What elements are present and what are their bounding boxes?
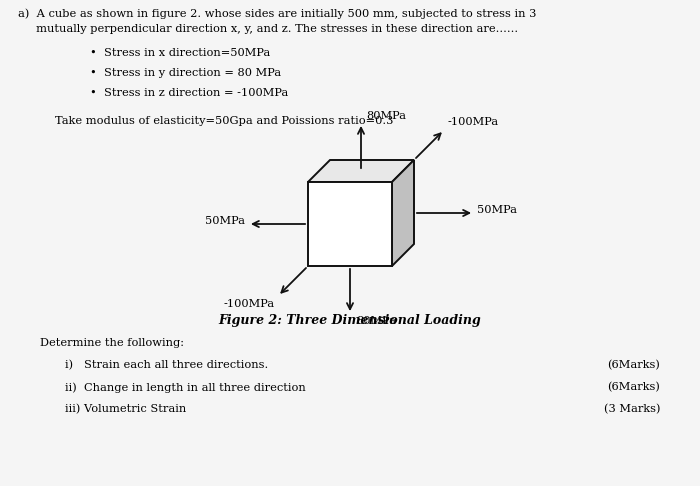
Text: Take modulus of elasticity=50Gpa and Poissions ratio=0.3: Take modulus of elasticity=50Gpa and Poi… xyxy=(55,116,393,126)
Text: (3 Marks): (3 Marks) xyxy=(603,404,660,414)
Text: Determine the following:: Determine the following: xyxy=(40,338,184,348)
Text: Figure 2: Three Dimensional Loading: Figure 2: Three Dimensional Loading xyxy=(218,314,482,327)
Text: 50MPa: 50MPa xyxy=(477,205,517,215)
Text: ii)  Change in length in all three direction: ii) Change in length in all three direct… xyxy=(65,382,306,393)
Text: 80MPa: 80MPa xyxy=(366,111,406,121)
Text: 80MPa: 80MPa xyxy=(356,316,396,326)
Text: •  Stress in z direction = -100MPa: • Stress in z direction = -100MPa xyxy=(90,88,288,98)
Text: (6Marks): (6Marks) xyxy=(607,382,660,392)
Polygon shape xyxy=(308,160,414,182)
Polygon shape xyxy=(308,182,392,266)
Text: 50MPa: 50MPa xyxy=(205,216,245,226)
Text: iii) Volumetric Strain: iii) Volumetric Strain xyxy=(65,404,186,414)
Text: •  Stress in x direction=50MPa: • Stress in x direction=50MPa xyxy=(90,48,270,58)
Text: i)   Strain each all three directions.: i) Strain each all three directions. xyxy=(65,360,268,370)
Polygon shape xyxy=(392,160,414,266)
Text: •  Stress in y direction = 80 MPa: • Stress in y direction = 80 MPa xyxy=(90,68,281,78)
Text: a)  A cube as shown in figure 2. whose sides are initially 500 mm, subjected to : a) A cube as shown in figure 2. whose si… xyxy=(18,8,536,18)
Text: (6Marks): (6Marks) xyxy=(607,360,660,370)
Text: mutually perpendicular direction x, y, and z. The stresses in these direction ar: mutually perpendicular direction x, y, a… xyxy=(18,24,518,34)
Text: -100MPa: -100MPa xyxy=(447,117,498,127)
Text: -100MPa: -100MPa xyxy=(224,299,275,309)
